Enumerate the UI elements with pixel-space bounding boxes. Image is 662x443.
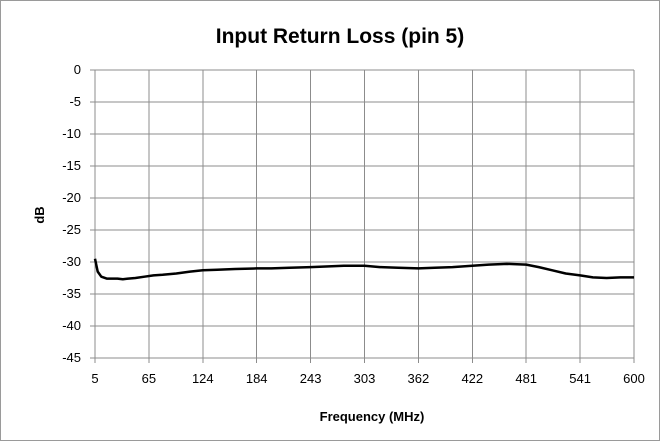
- y-tick-label: -15: [62, 158, 81, 173]
- x-tick-label: 243: [300, 371, 322, 386]
- x-tick-label: 65: [142, 371, 156, 386]
- y-axis-label: dB: [32, 206, 47, 223]
- y-tick-label: -25: [62, 222, 81, 237]
- x-tick-label: 184: [246, 371, 268, 386]
- y-tick-label: 0: [74, 62, 81, 77]
- chart-title: Input Return Loss (pin 5): [216, 25, 464, 48]
- x-tick-label: 481: [515, 371, 537, 386]
- x-tick-label: 422: [461, 371, 483, 386]
- y-tick-label: -20: [62, 190, 81, 205]
- y-tick-label: -5: [69, 94, 81, 109]
- y-axis-ticks: 0 -5 -10 -15 -20 -25 -30 -35 -40 -45: [62, 62, 81, 365]
- x-tick-label: 362: [408, 371, 430, 386]
- y-tick-label: -40: [62, 318, 81, 333]
- y-tick-label: -45: [62, 350, 81, 365]
- y-tick-label: -35: [62, 286, 81, 301]
- grid: [90, 69, 635, 363]
- x-tick-label: 5: [91, 371, 98, 386]
- x-tick-label: 541: [569, 371, 591, 386]
- y-tick-label: -10: [62, 126, 81, 141]
- x-tick-label: 600: [623, 371, 645, 386]
- x-tick-label: 303: [354, 371, 376, 386]
- series-line: [93, 258, 634, 281]
- y-tick-label: -30: [62, 254, 81, 269]
- x-axis-ticks: 5 65 124 184 243 303 362 422 481 541 600: [91, 371, 644, 386]
- x-tick-label: 124: [192, 371, 214, 386]
- x-axis-label: Frequency (MHz): [320, 409, 425, 424]
